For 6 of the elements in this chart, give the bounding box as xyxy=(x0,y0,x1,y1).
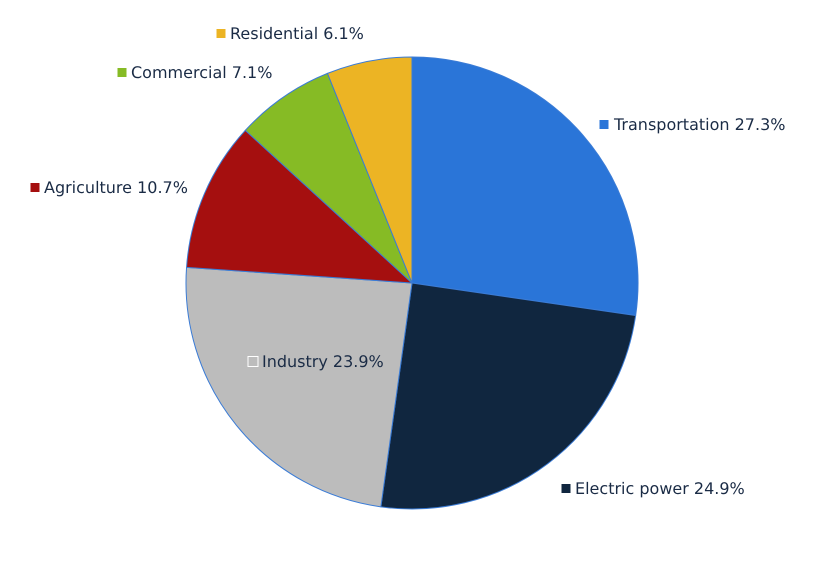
legend-label: Residential 6.1% xyxy=(230,24,364,43)
legend-label: Commercial 7.1% xyxy=(131,63,272,82)
legend-label: Electric power 24.9% xyxy=(575,479,745,498)
legend-label: Industry 23.9% xyxy=(262,352,384,371)
legend-label: Transportation 27.3% xyxy=(613,115,786,134)
legend-label: Agriculture 10.7% xyxy=(44,178,188,197)
